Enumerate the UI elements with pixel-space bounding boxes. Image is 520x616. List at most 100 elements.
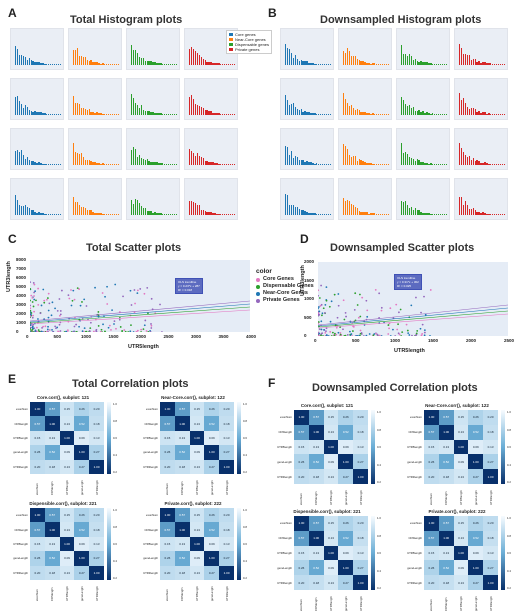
histogram-bar xyxy=(152,212,154,215)
heatmap-cell: 0.09 xyxy=(468,545,484,561)
heatmap-colorbar xyxy=(371,410,375,484)
histogram-subplot xyxy=(68,178,122,220)
histogram-bar xyxy=(59,114,61,115)
histogram-bar xyxy=(314,213,316,215)
histogram-bar xyxy=(90,111,92,115)
histogram-bar xyxy=(484,162,486,165)
panel-f-title: Downsampled Correlation plots xyxy=(312,382,478,394)
heatmap-row-label: geneLength xyxy=(407,459,422,464)
histogram-bar xyxy=(370,162,372,165)
scatter-down-xlabel: UTR5length xyxy=(394,348,425,354)
histogram-bar xyxy=(225,214,228,215)
heatmap-cell: 0.09 xyxy=(204,536,220,552)
histogram-bar xyxy=(503,164,505,165)
heatmap-row-label: UTR3length xyxy=(13,464,28,469)
histogram-bar xyxy=(348,106,351,115)
histogram-bar xyxy=(412,107,415,115)
histogram-bar xyxy=(480,62,482,65)
histogram-bar xyxy=(491,213,494,215)
histogram-bar xyxy=(472,207,474,215)
scatter-point xyxy=(359,315,362,318)
histogram-bar xyxy=(94,62,96,65)
histogram-bar xyxy=(499,164,502,165)
histogram-bar xyxy=(372,113,374,115)
heatmap-col-label: exonNum xyxy=(299,493,304,505)
histogram-bar xyxy=(488,163,490,165)
y-tick-label: 0 xyxy=(304,333,307,338)
heatmap-cells: 1.00 0.57 0.15 0.26 0.20 0.57 1.00 0.13 0.52 0.18… xyxy=(160,402,234,474)
histogram-bar xyxy=(462,205,465,215)
histogram-bar xyxy=(316,63,318,65)
histogram-bar xyxy=(44,63,46,65)
heatmap-cell: 0.13 xyxy=(323,469,339,484)
histogram-bar xyxy=(74,202,77,215)
heatmap-row-label: CDSlength xyxy=(408,430,422,435)
heatmap-row-label: exonNum xyxy=(410,521,422,526)
heatmap-row-label: CDSlength xyxy=(408,536,422,541)
histogram-bar xyxy=(480,212,482,215)
histogram-bar xyxy=(445,214,447,215)
heatmap-cell: 0.26 xyxy=(204,508,220,523)
histogram-bar xyxy=(192,201,195,215)
heatmap-cell: 1.00 xyxy=(438,424,454,440)
histogram-bar xyxy=(86,160,88,165)
histogram-bar xyxy=(212,213,214,215)
histogram-bar xyxy=(152,161,154,165)
histogram-bar xyxy=(223,113,226,115)
y-tick-label: 5000 xyxy=(16,284,27,289)
heatmap-cell: 1.00 xyxy=(308,424,324,440)
histogram-bar xyxy=(204,59,206,65)
heatmap-cell: 0.18 xyxy=(353,530,368,546)
histogram-subplot xyxy=(338,128,392,170)
scatter-point xyxy=(324,311,326,314)
histogram-bar xyxy=(310,162,312,165)
histogram-bar xyxy=(47,64,50,65)
histogram-bar xyxy=(210,161,212,165)
histogram-bar xyxy=(144,207,146,215)
histogram-bar xyxy=(358,211,360,215)
histogram-bar xyxy=(82,56,85,65)
scatter-point xyxy=(84,330,87,332)
heatmap-cell: 0.13 xyxy=(308,545,324,561)
histogram-bar xyxy=(433,64,436,65)
histogram-bar xyxy=(352,107,355,115)
legend-swatch xyxy=(229,38,233,41)
histogram-bar xyxy=(107,64,110,65)
histogram-bar xyxy=(206,109,208,115)
scatter-point xyxy=(106,285,108,288)
histogram-bar xyxy=(171,164,174,165)
histogram-bar xyxy=(381,214,384,215)
histogram-bar xyxy=(160,63,162,65)
histogram-bar xyxy=(212,161,214,165)
histogram-bar xyxy=(105,163,108,165)
histogram-bar xyxy=(100,63,102,65)
histogram-bar xyxy=(102,213,104,215)
scatter-point xyxy=(387,324,390,326)
histogram-bar xyxy=(167,214,170,215)
colorbar-ticks: 1.0 0.8 0.6 0.4 0.2 xyxy=(377,410,381,484)
histogram-bar xyxy=(408,157,411,165)
histogram-bar xyxy=(175,164,177,165)
heatmap-title: Core.corr(), subplot: 121 xyxy=(36,395,90,400)
heatmap-cell: 0.13 xyxy=(44,536,60,552)
histogram-bar xyxy=(132,97,135,115)
heatmap-cell: 0.09 xyxy=(59,445,75,460)
heatmap-cell: 0.26 xyxy=(160,551,175,566)
histogram-bar xyxy=(482,212,484,215)
histogram-bar xyxy=(316,113,318,115)
histogram-bar xyxy=(24,56,27,65)
histogram-bar xyxy=(358,60,360,65)
scatter-point xyxy=(333,293,336,296)
y-tick-label: 7000 xyxy=(16,266,27,271)
scatter-point xyxy=(133,289,136,291)
scatter-point xyxy=(39,312,42,315)
histogram-bar xyxy=(294,55,297,65)
heatmap-col-label: geneLength xyxy=(343,490,348,505)
heatmap-cell: 0.57 xyxy=(424,530,439,546)
heatmap-col-label: exonNum xyxy=(165,589,170,601)
heatmap-cell: 1.00 xyxy=(219,565,234,580)
scatter-point xyxy=(115,327,117,330)
histogram-bar xyxy=(53,114,56,115)
scatter-point xyxy=(321,314,323,317)
histogram-bar xyxy=(36,61,38,65)
